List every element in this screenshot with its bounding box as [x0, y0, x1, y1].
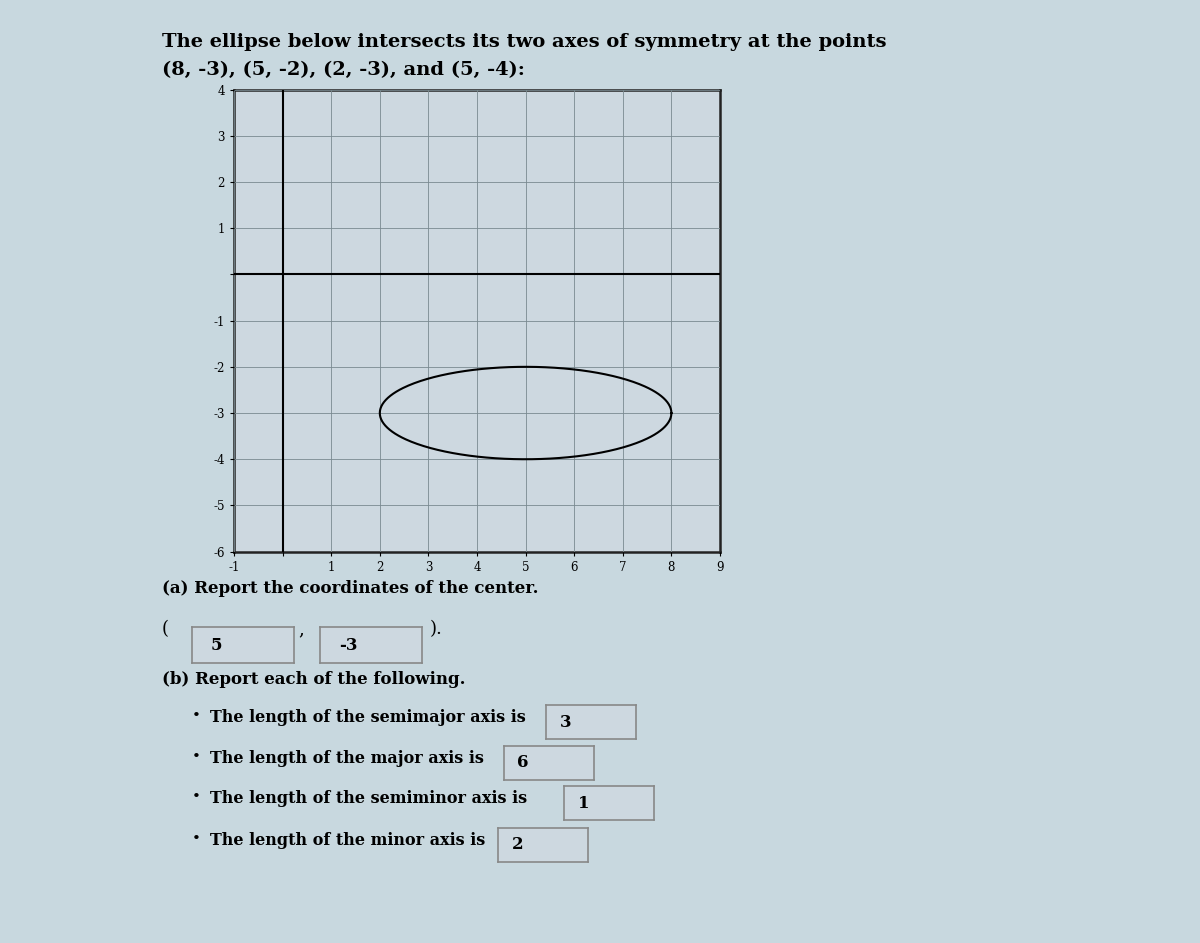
- Text: 6: 6: [517, 754, 529, 771]
- Text: 2: 2: [511, 836, 523, 853]
- Text: The length of the semiminor axis is: The length of the semiminor axis is: [210, 790, 527, 807]
- Text: The length of the minor axis is: The length of the minor axis is: [210, 832, 485, 849]
- Text: (b) Report each of the following.: (b) Report each of the following.: [162, 671, 466, 688]
- Text: The length of the semimajor axis is: The length of the semimajor axis is: [210, 709, 526, 726]
- Text: The ellipse below intersects its two axes of symmetry at the points: The ellipse below intersects its two axe…: [162, 33, 887, 51]
- Text: •: •: [192, 750, 200, 764]
- Text: •: •: [192, 790, 200, 804]
- Text: The length of the major axis is: The length of the major axis is: [210, 750, 484, 767]
- Text: ).: ).: [430, 620, 443, 638]
- Text: 5: 5: [210, 637, 222, 653]
- Text: 3: 3: [559, 714, 571, 731]
- Text: (a) Report the coordinates of the center.: (a) Report the coordinates of the center…: [162, 580, 539, 597]
- Text: ,: ,: [299, 620, 305, 638]
- Text: •: •: [192, 709, 200, 723]
- Text: 1: 1: [577, 795, 589, 812]
- Text: -3: -3: [338, 637, 358, 653]
- Text: (8, -3), (5, -2), (2, -3), and (5, -4):: (8, -3), (5, -2), (2, -3), and (5, -4):: [162, 61, 524, 79]
- Text: •: •: [192, 832, 200, 846]
- Text: (: (: [162, 620, 169, 638]
